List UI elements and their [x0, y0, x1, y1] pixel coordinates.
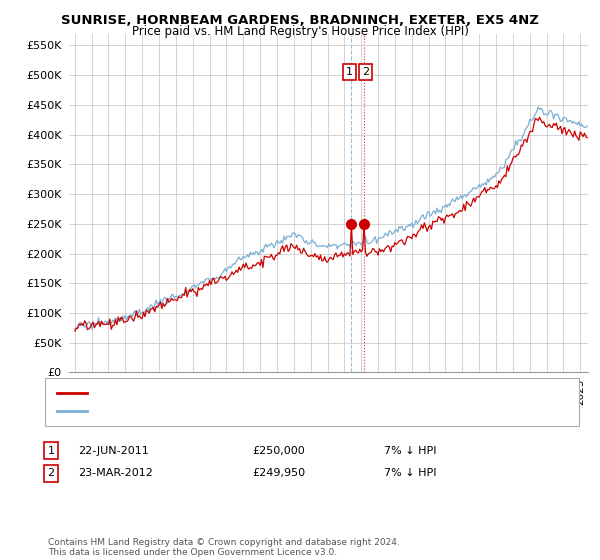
Text: 1: 1: [47, 446, 55, 456]
Text: SUNRISE, HORNBEAM GARDENS, BRADNINCH, EXETER, EX5 4NZ (detached house): SUNRISE, HORNBEAM GARDENS, BRADNINCH, EX…: [93, 388, 505, 398]
Text: £249,950: £249,950: [252, 468, 305, 478]
Text: 7% ↓ HPI: 7% ↓ HPI: [384, 446, 437, 456]
Text: 7% ↓ HPI: 7% ↓ HPI: [384, 468, 437, 478]
Text: 2: 2: [47, 468, 55, 478]
Text: HPI: Average price, detached house, Mid Devon: HPI: Average price, detached house, Mid …: [93, 406, 331, 416]
Text: 1: 1: [346, 67, 353, 77]
Text: 2: 2: [362, 67, 369, 77]
Text: 23-MAR-2012: 23-MAR-2012: [78, 468, 153, 478]
Text: £250,000: £250,000: [252, 446, 305, 456]
Text: 22-JUN-2011: 22-JUN-2011: [78, 446, 149, 456]
Text: SUNRISE, HORNBEAM GARDENS, BRADNINCH, EXETER, EX5 4NZ: SUNRISE, HORNBEAM GARDENS, BRADNINCH, EX…: [61, 14, 539, 27]
Text: Contains HM Land Registry data © Crown copyright and database right 2024.
This d: Contains HM Land Registry data © Crown c…: [48, 538, 400, 557]
Text: Price paid vs. HM Land Registry's House Price Index (HPI): Price paid vs. HM Land Registry's House …: [131, 25, 469, 38]
